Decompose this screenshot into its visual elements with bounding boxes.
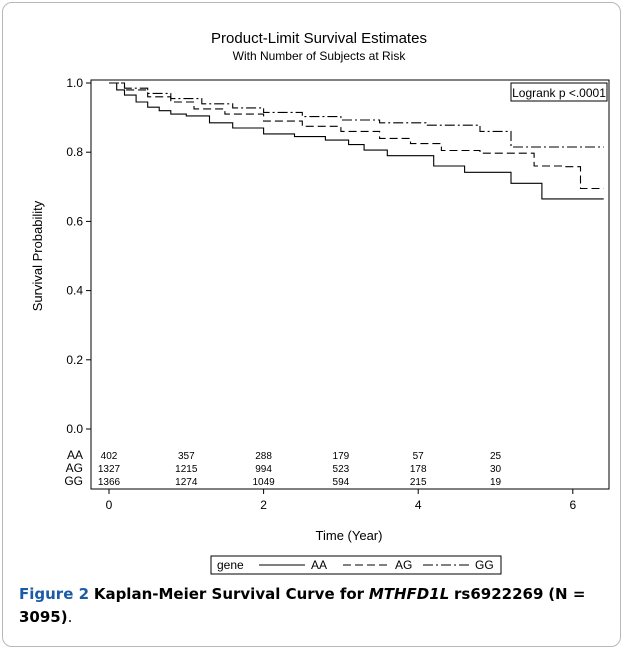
caption-sample-size: (N = 3095) — [19, 585, 586, 626]
logrank-box — [510, 82, 608, 102]
x-axis-label: Time (Year) — [316, 528, 383, 543]
legend-entry-ag: AG — [395, 558, 412, 572]
at-risk-count: 25 — [490, 451, 502, 462]
legend-entry-aa: AA — [311, 558, 327, 572]
caption-period: . — [67, 608, 73, 626]
at-risk-count: 1274 — [175, 477, 198, 488]
x-tick-label: 2 — [260, 498, 267, 512]
at-risk-count: 523 — [333, 464, 350, 475]
at-risk-count: 994 — [255, 464, 272, 475]
at-risk-row-label: GG — [64, 474, 83, 488]
at-risk-row-label: AG — [66, 461, 83, 475]
y-tick-label: 1.0 — [66, 76, 83, 90]
survival-curve-aa — [109, 82, 604, 200]
at-risk-row-label: AA — [67, 448, 83, 462]
survival-curve-gg — [109, 82, 604, 148]
legend-entry-gg: GG — [475, 558, 494, 572]
y-axis-label: Survival Probability — [30, 200, 45, 311]
at-risk-count: 57 — [413, 451, 425, 462]
y-tick-label: 0.6 — [66, 214, 83, 228]
at-risk-count: 215 — [410, 477, 427, 488]
y-tick-label: 0.8 — [66, 145, 83, 159]
at-risk-count: 19 — [490, 477, 502, 488]
x-tick-label: 4 — [415, 498, 422, 512]
at-risk-count: 402 — [101, 451, 118, 462]
chart-title: Product-Limit Survival Estimates — [211, 30, 427, 47]
kaplan-meier-chart: Product-Limit Survival Estimates With Num… — [30, 30, 610, 575]
at-risk-count: 30 — [490, 464, 502, 475]
y-tick-label: 0.2 — [66, 353, 83, 367]
at-risk-count: 1366 — [98, 477, 121, 488]
x-tick-label: 0 — [106, 498, 113, 512]
at-risk-count: 179 — [333, 451, 350, 462]
y-tick-label: 0.4 — [66, 284, 83, 298]
chart-subtitle: With Number of Subjects at Risk — [233, 49, 407, 63]
caption-snp: rs6922269 — [454, 585, 544, 603]
at-risk-count: 178 — [410, 464, 427, 475]
caption-figure-label: Figure 2 — [19, 585, 90, 603]
plot-area-frame — [90, 79, 610, 490]
at-risk-count: 288 — [255, 451, 272, 462]
legend-title: gene — [217, 558, 244, 572]
y-tick-label: 0.0 — [66, 422, 83, 436]
caption-gene: MTHFD1L — [368, 585, 450, 603]
at-risk-count: 1327 — [98, 464, 121, 475]
at-risk-count: 1049 — [252, 477, 275, 488]
at-risk-count: 1215 — [175, 464, 198, 475]
logrank-annotation: Logrank p <.0001 — [512, 86, 606, 100]
caption-description: Kaplan-Meier Survival Curve for — [93, 585, 365, 603]
figure-caption: Figure 2 Kaplan-Meier Survival Curve for… — [19, 583, 619, 629]
at-risk-count: 594 — [333, 477, 350, 488]
at-risk-count: 357 — [178, 451, 195, 462]
x-tick-label: 6 — [569, 498, 576, 512]
